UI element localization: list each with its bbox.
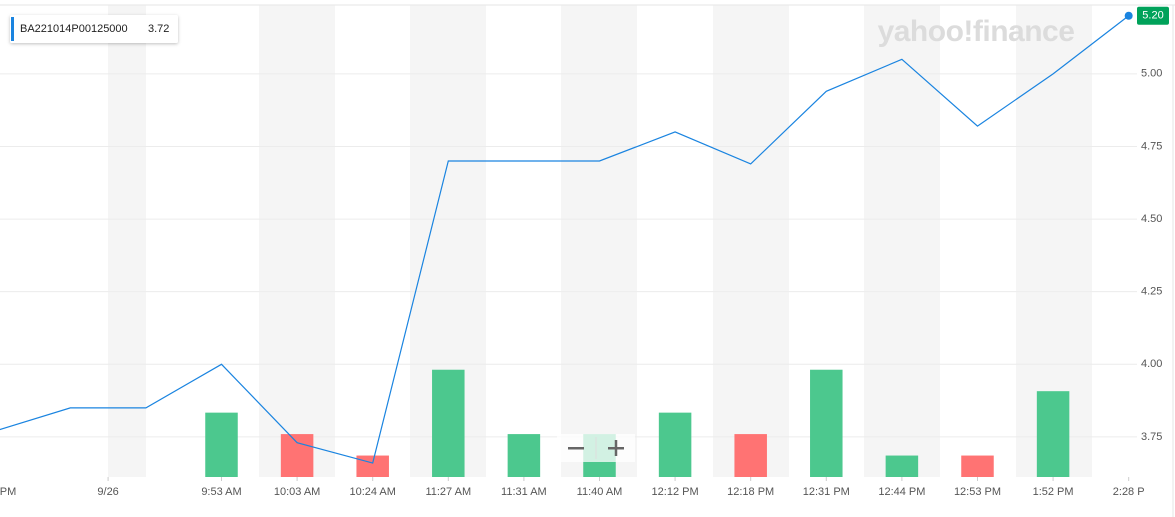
x-tick-label: 12:18 PM (727, 486, 774, 498)
y-tick-label: 4.75 (1141, 140, 1162, 152)
watermark: yahoo!finance (878, 15, 1075, 48)
x-tick-label: 12:31 PM (803, 486, 850, 498)
y-tick-label: 5.00 (1141, 68, 1162, 80)
legend (10, 15, 178, 43)
volume-bar (885, 455, 919, 477)
volume-bar (810, 369, 843, 477)
volume-bar (280, 434, 314, 477)
x-tick-label: 11:40 AM (577, 486, 623, 498)
x-tick-label: 12:12 PM (652, 486, 699, 498)
price-line (0, 15, 1130, 464)
legend-label: BA221014P00125000 (20, 23, 128, 35)
legend-value: 3.72 (148, 23, 169, 35)
zoom-control (557, 434, 635, 462)
y-tick-label: 4.50 (1141, 213, 1162, 225)
y-tick-label: 4.25 (1141, 286, 1162, 298)
x-tick-label: 12:53 PM (954, 486, 1001, 498)
y-tick-label: 3.75 (1141, 431, 1162, 443)
axes: 3.75 4.00 4.25 4.50 4.75 5.00 PM 9/26 9:53 AM 10:… (0, 68, 1162, 498)
x-tick-label: 9/26 (97, 486, 118, 498)
volume-bar (356, 455, 389, 477)
volume-bar (507, 434, 541, 477)
x-tick-label: PM (0, 486, 16, 498)
x-tick-label: 10:24 AM (349, 486, 395, 498)
x-tick-label: 12:44 PM (878, 486, 925, 498)
price-label: 5.20 (1142, 10, 1163, 22)
x-tick-label: 1:52 PM (1033, 486, 1074, 498)
zoom-in-button[interactable] (597, 435, 634, 461)
x-tick-label: 2:28 P (1113, 486, 1145, 498)
x-tick-label: 9:53 AM (201, 486, 241, 498)
legend-box (10, 15, 178, 43)
volume-bar (961, 455, 994, 477)
legend-swatch (11, 17, 14, 41)
volume-bar (734, 434, 767, 477)
zoom-out-button[interactable] (558, 435, 595, 461)
x-tick-label: 11:31 AM (501, 486, 547, 498)
x-tick-label: 11:27 AM (425, 486, 471, 498)
y-tick-label: 4.00 (1141, 358, 1162, 370)
volume-bar (1036, 391, 1070, 477)
price-label-box (1137, 6, 1169, 25)
last-point (1124, 11, 1133, 20)
x-tick-label: 10:03 AM (274, 486, 320, 498)
volume-bar (205, 412, 238, 477)
volume-bar (658, 412, 692, 477)
volume-bar (432, 369, 465, 477)
